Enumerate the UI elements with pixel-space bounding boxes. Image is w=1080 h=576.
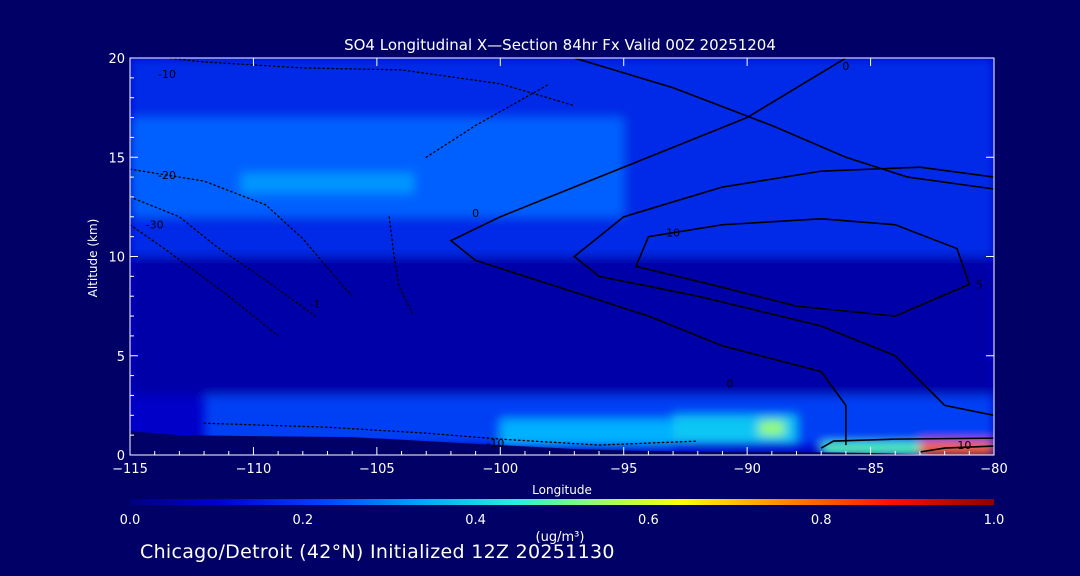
contour-line-2 bbox=[573, 166, 994, 417]
contour-label: 10 bbox=[666, 227, 680, 240]
contour-label: -10 bbox=[486, 437, 504, 450]
region-upper-band-core bbox=[241, 173, 414, 193]
contour-label: 0 bbox=[842, 60, 849, 73]
footer-caption: Chicago/Detroit (42°N) Initialized 12Z 2… bbox=[140, 541, 615, 563]
x-axis-label: Longitude bbox=[532, 483, 592, 497]
colorbar-unit-label: (ug/m³) bbox=[536, 530, 585, 545]
region-mid-dark-layer bbox=[130, 256, 994, 396]
contour-line-12 bbox=[203, 422, 699, 446]
contour-label: -1 bbox=[310, 298, 321, 311]
contour-labels: -10 -20 -30 0 0 10 5 0 10 -10 -1 bbox=[146, 60, 983, 452]
contour-lines bbox=[130, 58, 994, 453]
contour-line-3 bbox=[634, 217, 971, 317]
y-tick-label: 20 bbox=[108, 52, 125, 67]
contour-line-8 bbox=[130, 196, 316, 317]
region-surface-plume-west bbox=[500, 419, 674, 448]
terrain-mask bbox=[130, 431, 994, 455]
contour-label: 0 bbox=[472, 207, 479, 220]
colorbar-tick-label: 1.0 bbox=[984, 513, 1005, 528]
x-tick-label: −80 bbox=[980, 462, 1007, 477]
contour-label: 5 bbox=[976, 278, 983, 291]
contour-line-9 bbox=[130, 224, 279, 337]
contour-label: -20 bbox=[158, 169, 176, 182]
x-axis: −115 −110 −105 −100 −95 −90 −85 −80 bbox=[112, 58, 1008, 477]
y-axis: 0 5 10 15 20 bbox=[108, 52, 994, 464]
colorbar-tick-label: 0.6 bbox=[638, 513, 659, 528]
y-tick-label: 15 bbox=[108, 151, 125, 166]
colorbar-tick-label: 0.8 bbox=[811, 513, 832, 528]
x-tick-label: −95 bbox=[610, 462, 637, 477]
contour-label: 0 bbox=[726, 378, 733, 391]
contour-line-11 bbox=[425, 83, 551, 158]
x-tick-label: −105 bbox=[359, 462, 395, 477]
region-upper-band bbox=[130, 117, 624, 217]
y-tick-label: 5 bbox=[117, 350, 125, 365]
concentration-regions bbox=[130, 58, 994, 455]
contour-line-4 bbox=[820, 437, 994, 449]
contour-line-1 bbox=[449, 58, 847, 446]
colorbar bbox=[130, 499, 994, 505]
colorbar-ticks: 0.0 0.2 0.4 0.6 0.8 1.0 bbox=[120, 513, 1005, 528]
contour-line-5 bbox=[919, 445, 994, 453]
region-east-surface bbox=[821, 443, 994, 455]
x-tick-label: −115 bbox=[112, 462, 148, 477]
y-axis-label: Altitude (km) bbox=[86, 219, 100, 298]
x-tick-label: −110 bbox=[236, 462, 272, 477]
x-tick-label: −90 bbox=[733, 462, 760, 477]
x-tick-label: −85 bbox=[857, 462, 884, 477]
contour-line-7 bbox=[130, 168, 353, 297]
colorbar-tick-label: 0.0 bbox=[120, 513, 141, 528]
contour-label: -30 bbox=[146, 219, 164, 232]
contour-line-10 bbox=[388, 216, 415, 317]
region-surface-hotspot bbox=[759, 421, 785, 436]
plot-background bbox=[130, 58, 994, 455]
y-tick-label: 0 bbox=[117, 449, 125, 464]
chart-title: SO4 Longitudinal X—Section 84hr Fx Valid… bbox=[344, 36, 776, 54]
contour-label: -10 bbox=[158, 68, 176, 81]
y-tick-label: 10 bbox=[108, 251, 125, 266]
x-tick-label: −100 bbox=[482, 462, 518, 477]
colorbar-tick-label: 0.2 bbox=[292, 513, 313, 528]
contour-label: 10 bbox=[957, 439, 971, 452]
colorbar-tick-label: 0.4 bbox=[465, 513, 486, 528]
contour-line-0 bbox=[574, 58, 994, 190]
